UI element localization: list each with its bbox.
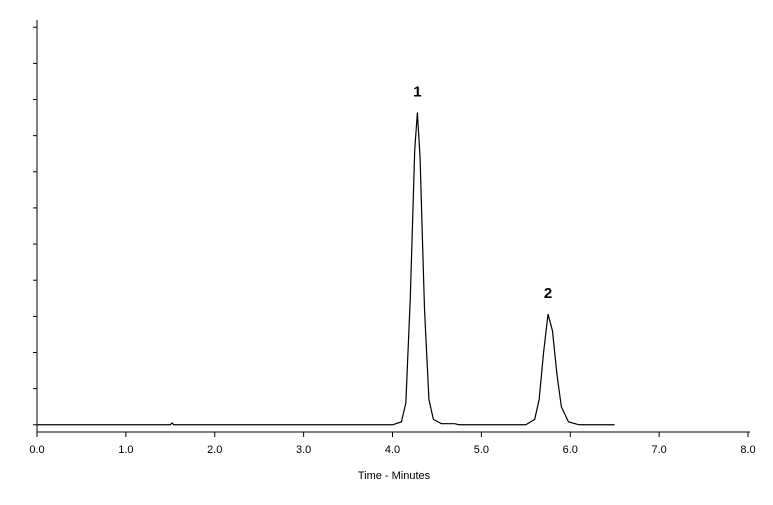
x-tick-label: 0.0 (29, 444, 44, 456)
x-tick-label: 5.0 (474, 444, 489, 456)
x-tick-label: 6.0 (563, 444, 578, 456)
x-axis-label: Time - Minutes (358, 470, 431, 482)
peak-label: 2 (544, 285, 552, 302)
trace (37, 112, 615, 426)
x-tick-label: 3.0 (296, 444, 311, 456)
x-tick-label: 4.0 (385, 444, 400, 456)
x-tick-label: 2.0 (207, 444, 222, 456)
x-tick-label: 8.0 (740, 444, 755, 456)
peak-label: 1 (413, 83, 421, 100)
x-tick-label: 1.0 (118, 444, 133, 456)
x-tick-label: 7.0 (651, 444, 666, 456)
